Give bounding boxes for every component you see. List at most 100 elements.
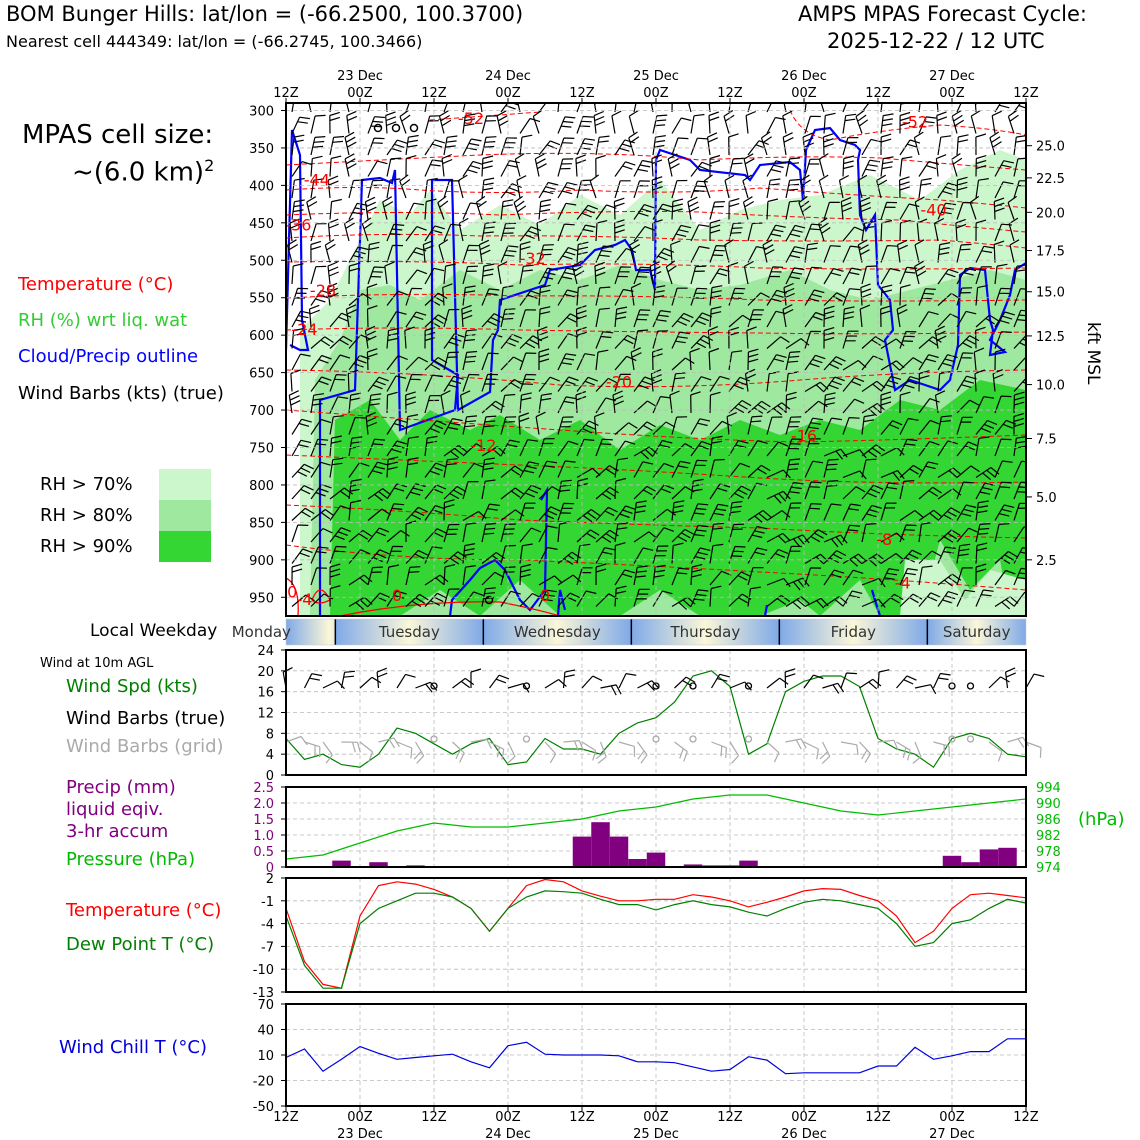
- wind-barb: [918, 419, 941, 435]
- legend-rh70-swatch: [159, 469, 211, 500]
- wind-barb: [614, 373, 631, 392]
- wind-barb: [500, 245, 519, 263]
- wind-barb: [405, 311, 427, 328]
- weekday-name: Monday: [232, 623, 291, 641]
- wind-barb: [576, 115, 594, 134]
- wind-barb: [424, 115, 441, 134]
- wind-barb: [690, 391, 701, 414]
- isotherm-label: -12: [470, 436, 496, 455]
- wind-barb: [842, 524, 861, 543]
- wind-barb: [918, 592, 941, 607]
- wind-barb: [633, 204, 655, 220]
- wind-barb: [481, 352, 499, 371]
- wind-barb: [956, 176, 968, 199]
- wind-barb: [310, 593, 334, 607]
- top-time-tick-label: 12Z: [273, 86, 299, 101]
- wind-barb: [956, 335, 980, 349]
- wind-barb: [743, 153, 755, 177]
- wind-barb: [367, 393, 382, 414]
- wind-barb: [975, 542, 988, 564]
- wind-barb: [671, 198, 684, 220]
- wind-barb: [326, 282, 339, 306]
- isotherm-28: [286, 293, 1026, 302]
- wind-barb: [766, 490, 791, 504]
- wind-barb: [975, 419, 998, 435]
- wind-barb: [899, 593, 923, 607]
- wind-barb: [745, 110, 756, 134]
- kft-tick-label: 2.5: [1036, 554, 1057, 569]
- wind-barb: [667, 153, 680, 177]
- wind-barb: [651, 176, 663, 199]
- surface-wind-barb: [489, 674, 510, 689]
- isotherm-label: -4: [297, 590, 313, 609]
- wind-barb: [804, 115, 821, 134]
- surface-wind-barb-grid: [896, 741, 911, 761]
- wind-barb: [386, 327, 399, 349]
- wind-barb: [457, 174, 468, 199]
- wind-barb: [481, 479, 496, 500]
- wind-barb: [994, 438, 1012, 457]
- wind-barb: [367, 179, 384, 199]
- wind-barb: [728, 399, 752, 414]
- wind-barb: [519, 134, 533, 156]
- bottom-time-tick-label: 12Z: [421, 1110, 447, 1125]
- wind-barb: [633, 461, 654, 478]
- pressure-tick-label: 350: [249, 142, 274, 157]
- wind-barb: [969, 195, 980, 220]
- wind-barb: [880, 391, 892, 413]
- wind-barb: [785, 545, 802, 564]
- wind-barb: [310, 155, 323, 177]
- wind-barb: [804, 242, 818, 263]
- wind-barb: [291, 507, 315, 521]
- wind-barb: [519, 309, 536, 328]
- wind-barb: [842, 398, 865, 414]
- wind-barb: [766, 178, 781, 199]
- wind-barb: [443, 418, 463, 435]
- wind-barb: [785, 482, 804, 500]
- panel-tick-label: -13: [253, 986, 274, 1001]
- surface-wind-barb-grid: [877, 739, 899, 751]
- wind-barb: [785, 157, 801, 177]
- wind-barb: [994, 348, 1006, 371]
- wind-barb: [519, 439, 539, 457]
- wind-barb: [534, 153, 547, 177]
- wind-barb: [614, 266, 632, 285]
- surface-wind-barb-grid: [563, 740, 584, 751]
- surface-wind-barb: [710, 673, 731, 689]
- wind-barb: [329, 354, 351, 371]
- wind-barb: [424, 592, 447, 607]
- calm-marker-grid: [744, 735, 753, 743]
- wind-barb: [709, 435, 723, 457]
- wind-barb: [519, 226, 542, 242]
- wind-barb: [614, 355, 637, 371]
- wind-barb: [595, 349, 609, 371]
- wind-barb: [367, 376, 389, 392]
- wind-barb: [880, 284, 893, 306]
- calm-marker: [430, 682, 438, 690]
- wind-barb: [628, 110, 639, 134]
- wind-barb: [443, 588, 460, 607]
- wind-barb: [649, 261, 662, 285]
- top-time-tick-label: 00Z: [347, 86, 373, 101]
- wind-barb: [804, 400, 828, 414]
- wind-barb: [859, 197, 872, 220]
- bottom-time-tick-label: 12Z: [717, 1110, 743, 1125]
- wind-barb: [804, 223, 822, 242]
- wind-barb: [956, 287, 973, 306]
- wind-barb: [955, 218, 967, 242]
- surface-wind-barb-grid: [988, 741, 1003, 762]
- wind-barb: [557, 182, 578, 199]
- precip-bar: [646, 852, 666, 867]
- wind-barb: [1013, 412, 1025, 435]
- wind-barb: [557, 223, 575, 242]
- wind-barb: [535, 411, 546, 435]
- wind-barb: [500, 183, 522, 199]
- wind-barb: [1013, 157, 1026, 177]
- wind-barb: [652, 462, 675, 478]
- wind-barb: [595, 529, 619, 543]
- wind-barb: [633, 565, 648, 586]
- wind-barb: [324, 239, 336, 263]
- wind-barb: [956, 201, 974, 220]
- wind-barb: [557, 551, 581, 565]
- calm-marker: [948, 682, 956, 690]
